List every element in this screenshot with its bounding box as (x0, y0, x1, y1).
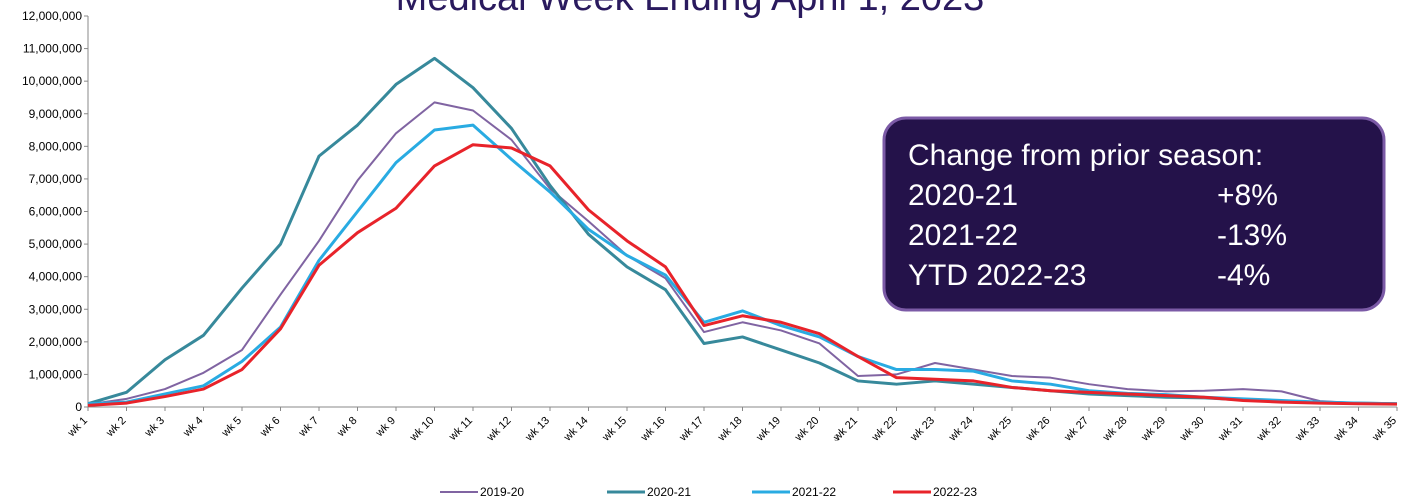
x-tick-label: wk 22 (869, 415, 899, 445)
x-tick-label: wk 4 (180, 415, 205, 440)
y-tick-label: 2,000,000 (29, 335, 83, 349)
x-tick-label: wk 7 (296, 415, 321, 440)
x-tick-label: wk 3 (142, 415, 167, 440)
x-tick-label: wk 26 (1023, 415, 1053, 445)
x-tick-label: wk 34 (1331, 415, 1361, 445)
page-number: 3 (834, 433, 839, 443)
x-tick-label: wk 17 (677, 415, 707, 445)
x-tick-label: wk 25 (985, 415, 1015, 445)
x-tick-label: wk 1 (65, 415, 90, 440)
y-tick-label: 0 (75, 400, 82, 414)
x-tick-label: wk 31 (1216, 415, 1246, 445)
y-tick-label: 7,000,000 (29, 172, 83, 186)
x-tick-label: wk 16 (638, 415, 668, 445)
annotation-label: 2021-22 (908, 219, 1018, 252)
x-tick-label: wk 21 (831, 415, 861, 445)
y-tick-label: 12,000,000 (22, 9, 82, 23)
x-tick-label: wk 35 (1370, 415, 1400, 445)
x-tick-label: wk 14 (561, 415, 591, 445)
x-tick-label: wk 9 (373, 415, 398, 440)
chart-title: Medical Week Ending April 1, 2023 (396, 0, 985, 19)
x-tick-label: wk 8 (334, 415, 359, 440)
y-tick-label: 6,000,000 (29, 205, 83, 219)
y-tick-label: 9,000,000 (29, 107, 83, 121)
x-tick-label: wk 23 (908, 415, 938, 445)
x-tick-label: wk 6 (257, 415, 282, 440)
x-tick-label: wk 5 (219, 415, 244, 440)
series-line (87, 101, 1398, 406)
legend-label: 2019-20 (480, 485, 524, 499)
legend-label: 2021-22 (792, 485, 836, 499)
x-tick-label: wk 10 (407, 415, 437, 445)
x-tick-label: wk 11 (446, 415, 475, 444)
x-tick-label: wk 27 (1062, 415, 1092, 445)
annotation-value: +8% (1217, 179, 1278, 212)
annotation-box (882, 116, 1386, 312)
series-line (87, 143, 1398, 407)
x-tick-label: wk 28 (1100, 415, 1130, 445)
x-tick-label: wk 30 (1177, 415, 1207, 445)
x-tick-label: wk 32 (1254, 415, 1284, 445)
annotation-title: Change from prior season: (908, 139, 1263, 172)
y-tick-label: 5,000,000 (29, 237, 83, 251)
y-tick-label: 3,000,000 (29, 302, 83, 316)
annotation-label: YTD 2022-23 (908, 259, 1086, 292)
x-tick-label: wk 2 (103, 415, 128, 440)
x-tick-label: wk 29 (1139, 415, 1169, 445)
y-tick-label: 11,000,000 (23, 42, 82, 56)
legend-label: 2020-21 (647, 485, 691, 499)
x-tick-label: wk 15 (600, 415, 630, 445)
annotation-value: -4% (1217, 259, 1270, 292)
x-tick-label: wk 13 (523, 415, 553, 445)
y-tick-label: 4,000,000 (29, 270, 83, 284)
x-tick-label: wk 18 (715, 415, 745, 445)
x-tick-label: wk 24 (946, 415, 976, 445)
annotation-value: -13% (1217, 219, 1287, 252)
annotation-label: 2020-21 (908, 179, 1018, 212)
x-tick-label: wk 33 (1293, 415, 1323, 445)
y-tick-label: 10,000,000 (22, 74, 82, 88)
legend-label: 2022-23 (933, 485, 977, 499)
x-tick-label: wk 20 (792, 415, 822, 445)
y-tick-label: 1,000,000 (29, 367, 83, 381)
x-tick-label: wk 12 (484, 415, 514, 445)
y-tick-label: 8,000,000 (29, 139, 83, 153)
x-tick-label: wk 19 (754, 415, 784, 445)
